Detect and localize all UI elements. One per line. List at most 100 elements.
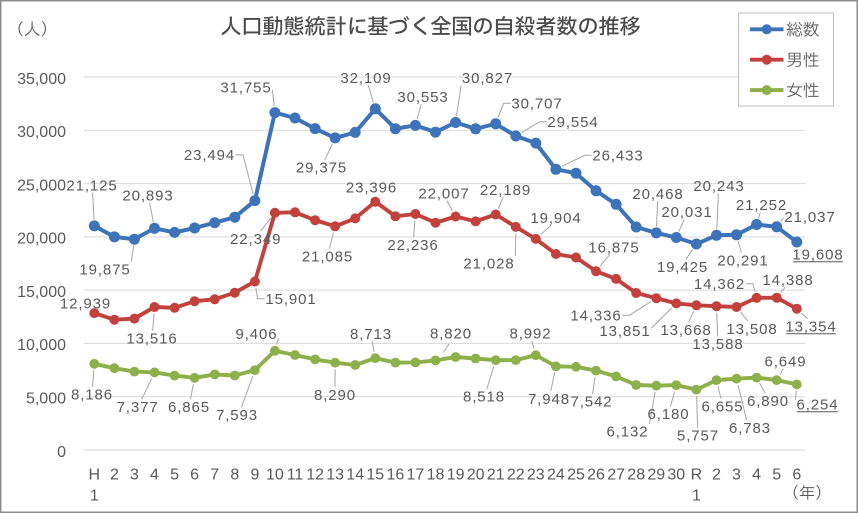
svg-text:15,901: 15,901 — [265, 291, 316, 308]
svg-text:13,588: 13,588 — [692, 336, 743, 353]
svg-text:30,000: 30,000 — [17, 124, 66, 141]
svg-text:30: 30 — [667, 467, 685, 484]
svg-text:20,000: 20,000 — [17, 231, 66, 248]
svg-text:15,000: 15,000 — [17, 284, 66, 301]
svg-text:8,290: 8,290 — [314, 387, 356, 404]
svg-text:6,783: 6,783 — [729, 420, 771, 437]
svg-text:7,377: 7,377 — [117, 399, 159, 416]
svg-text:10: 10 — [266, 467, 284, 484]
svg-text:8,820: 8,820 — [430, 326, 472, 343]
svg-text:2: 2 — [110, 467, 119, 484]
svg-text:31,755: 31,755 — [220, 80, 271, 97]
svg-text:0: 0 — [57, 444, 66, 461]
svg-text:28: 28 — [627, 467, 645, 484]
svg-text:29: 29 — [647, 467, 665, 484]
svg-text:25: 25 — [567, 467, 585, 484]
svg-text:7,948: 7,948 — [528, 391, 570, 408]
svg-text:19,875: 19,875 — [79, 262, 130, 279]
svg-text:R: R — [691, 467, 703, 484]
svg-text:6,180: 6,180 — [647, 406, 689, 423]
svg-text:5: 5 — [772, 467, 781, 484]
svg-text:3: 3 — [732, 467, 741, 484]
svg-text:30,827: 30,827 — [462, 70, 513, 87]
svg-text:7,593: 7,593 — [216, 407, 258, 424]
svg-text:21,028: 21,028 — [463, 256, 514, 273]
svg-text:13: 13 — [326, 467, 344, 484]
svg-text:13,354: 13,354 — [785, 319, 836, 336]
svg-text:1: 1 — [90, 488, 99, 505]
svg-text:8,518: 8,518 — [463, 389, 505, 406]
svg-text:5: 5 — [170, 467, 179, 484]
svg-text:22,349: 22,349 — [230, 231, 281, 248]
svg-text:22,007: 22,007 — [418, 186, 469, 203]
svg-text:24: 24 — [547, 467, 565, 484]
svg-text:11: 11 — [287, 467, 304, 484]
svg-text:H: H — [89, 467, 101, 484]
svg-text:14: 14 — [346, 467, 364, 484]
svg-text:30,553: 30,553 — [397, 89, 448, 106]
svg-text:27: 27 — [607, 467, 625, 484]
svg-text:20,031: 20,031 — [661, 204, 712, 221]
svg-text:20,468: 20,468 — [632, 186, 683, 203]
svg-text:16,875: 16,875 — [588, 240, 639, 257]
svg-text:7,542: 7,542 — [570, 394, 612, 411]
svg-text:14,336: 14,336 — [570, 308, 621, 325]
svg-text:35,000: 35,000 — [17, 71, 66, 88]
svg-text:18: 18 — [427, 467, 445, 484]
svg-text:21,085: 21,085 — [302, 249, 353, 266]
svg-text:20,243: 20,243 — [693, 178, 744, 195]
svg-text:21,125: 21,125 — [66, 178, 117, 195]
svg-text:14,388: 14,388 — [762, 272, 813, 289]
svg-text:3: 3 — [130, 467, 139, 484]
svg-text:10,000: 10,000 — [17, 337, 66, 354]
svg-text:15: 15 — [366, 467, 384, 484]
svg-text:22,236: 22,236 — [387, 237, 438, 254]
svg-text:26,433: 26,433 — [592, 148, 643, 165]
svg-text:23,396: 23,396 — [346, 180, 397, 197]
svg-text:8: 8 — [230, 467, 239, 484]
svg-text:29,375: 29,375 — [296, 160, 347, 177]
svg-text:2: 2 — [712, 467, 721, 484]
svg-text:1: 1 — [692, 488, 701, 505]
svg-text:30,707: 30,707 — [511, 96, 562, 113]
svg-text:12,939: 12,939 — [60, 296, 111, 313]
svg-text:23,494: 23,494 — [184, 147, 235, 164]
svg-text:32,109: 32,109 — [340, 70, 391, 87]
svg-text:16: 16 — [387, 467, 405, 484]
svg-text:7: 7 — [210, 467, 219, 484]
svg-text:6,649: 6,649 — [764, 354, 806, 371]
svg-text:6: 6 — [190, 467, 199, 484]
svg-text:20,291: 20,291 — [717, 253, 768, 270]
svg-text:17: 17 — [407, 467, 425, 484]
svg-text:12: 12 — [306, 467, 324, 484]
svg-text:22: 22 — [507, 467, 525, 484]
svg-text:9,406: 9,406 — [235, 326, 277, 343]
svg-text:19: 19 — [447, 467, 465, 484]
svg-text:25,000: 25,000 — [17, 177, 66, 194]
svg-text:21,037: 21,037 — [784, 209, 835, 226]
svg-text:14,362: 14,362 — [694, 276, 745, 293]
svg-text:9: 9 — [250, 467, 259, 484]
svg-text:8,713: 8,713 — [350, 326, 392, 343]
svg-text:29,554: 29,554 — [547, 114, 598, 131]
svg-text:19,425: 19,425 — [657, 259, 708, 276]
svg-text:8,186: 8,186 — [71, 387, 113, 404]
svg-text:6: 6 — [792, 467, 801, 484]
svg-text:6,254: 6,254 — [796, 397, 838, 414]
svg-text:20: 20 — [467, 467, 485, 484]
svg-text:13,668: 13,668 — [660, 322, 711, 339]
svg-text:13,508: 13,508 — [726, 321, 777, 338]
svg-text:6,655: 6,655 — [701, 399, 743, 416]
svg-text:5,757: 5,757 — [677, 428, 719, 445]
svg-text:21,252: 21,252 — [736, 197, 787, 214]
svg-text:22,189: 22,189 — [480, 182, 531, 199]
svg-text:13,851: 13,851 — [599, 323, 650, 340]
svg-text:13,516: 13,516 — [126, 331, 177, 348]
svg-text:6,865: 6,865 — [168, 399, 210, 416]
svg-text:23: 23 — [527, 467, 545, 484]
svg-text:19,904: 19,904 — [530, 210, 581, 227]
svg-text:8,992: 8,992 — [509, 326, 551, 343]
svg-text:4: 4 — [752, 467, 761, 484]
svg-text:5,000: 5,000 — [26, 391, 66, 408]
svg-text:4: 4 — [150, 467, 159, 484]
